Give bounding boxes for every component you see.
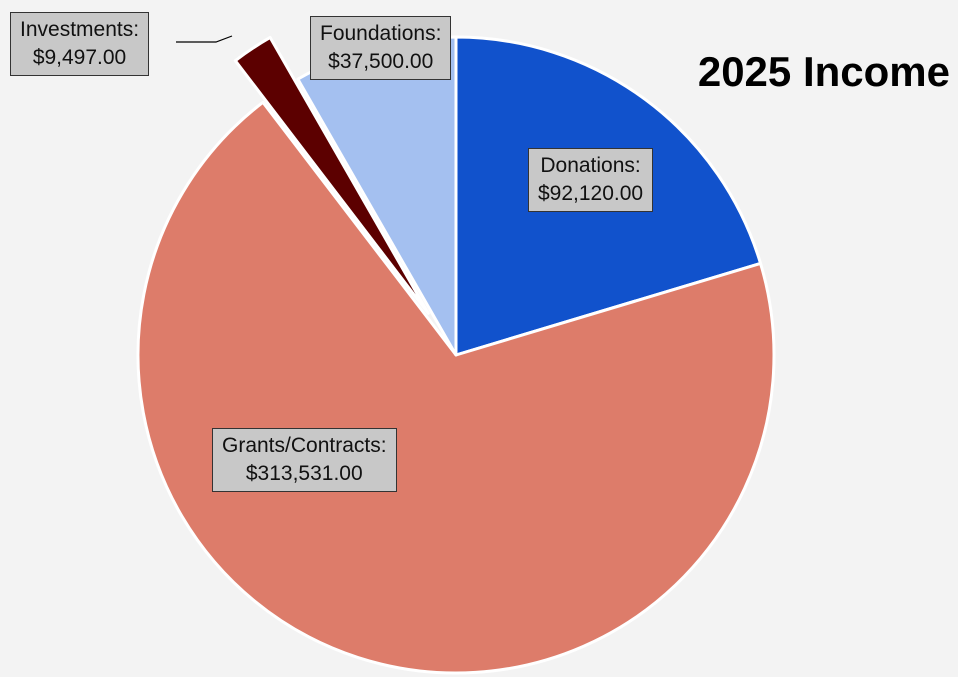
data-label-investments: Investments: $9,497.00	[10, 12, 150, 76]
data-label-foundations: Foundations: $37,500.00	[310, 16, 452, 80]
data-label-donations: Donations: $92,120.00	[528, 148, 654, 212]
pie-slice-investments	[233, 35, 430, 315]
data-label-grants-contracts-value: $313,531.00	[245, 462, 363, 485]
data-label-donations-value: $92,120.00	[538, 182, 644, 205]
data-label-investments-name: Investments:	[20, 18, 140, 41]
chart-title: 2025 Income	[697, 48, 950, 95]
data-label-grants-contracts-name: Grants/Contracts:	[222, 434, 387, 457]
data-label-grants-contracts: Grants/Contracts: $313,531.00	[212, 428, 397, 492]
data-label-foundations-value: $37,500.00	[328, 50, 434, 73]
data-label-donations-name: Donations:	[540, 154, 641, 177]
leader-line-investments	[176, 35, 233, 43]
data-label-investments-value: $9,497.00	[32, 46, 127, 69]
pie-slice-grants-contracts	[136, 100, 776, 675]
data-label-foundations-name: Foundations:	[320, 22, 442, 45]
